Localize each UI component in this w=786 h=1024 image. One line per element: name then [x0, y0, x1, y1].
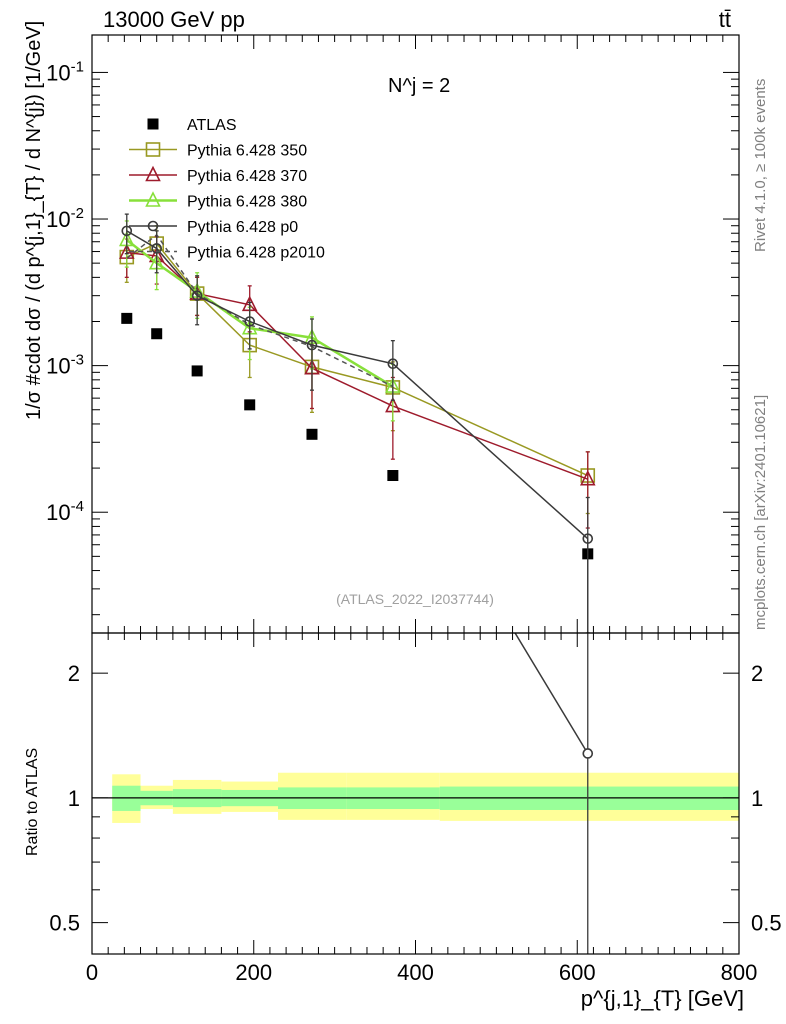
energy-label: 13000 GeV pp	[103, 7, 245, 32]
ratio-y-tick-label-left: 1	[68, 786, 80, 811]
series-atlas-point	[306, 428, 318, 440]
legend: ATLAS Pythia 6.428 350 Pythia 6.428 370 Pyt…	[129, 117, 325, 262]
series-atlas-point	[387, 470, 399, 482]
ratio-y-tick-label-right: 1	[751, 786, 763, 811]
series-pythia-6-428-380-line	[126, 238, 394, 388]
series-pythia-6-428-p0-point	[244, 316, 256, 327]
legend-label: ATLAS	[187, 117, 237, 134]
series-pythia-6-428-p0-point	[121, 225, 133, 237]
series-atlas-point	[191, 365, 203, 377]
ratio-p0-point	[582, 748, 594, 759]
x-tick-label: 200	[235, 960, 272, 985]
series-pythia-6-428-p0-point	[306, 339, 318, 351]
ratio-y-tick-label-right: 2	[751, 661, 763, 686]
legend-marker	[145, 165, 161, 182]
process-label: tt̄	[719, 7, 731, 32]
series-pythia-6-428-p0-point	[191, 290, 203, 301]
x-tick-label: 0	[86, 960, 98, 985]
series-pythia-6-428-370-point	[579, 469, 596, 486]
legend-label: Pythia 6.428 p2010	[187, 245, 325, 262]
ratio-y-axis-label: Ratio to ATLAS	[24, 748, 41, 856]
ratio-y-tick-label-left: 0.5	[49, 911, 80, 936]
legend-item: Pythia 6.428 350	[129, 142, 307, 160]
analysis-label: (ATLAS_2022_I2037744)	[336, 591, 494, 607]
main-y-tick-label: 10-4	[46, 498, 84, 525]
main-panel-axes: 10-1 10-2 10-3 10-4	[46, 34, 740, 634]
legend-item: Pythia 6.428 370	[129, 165, 307, 185]
x-tick-label: 800	[721, 960, 758, 985]
x-tick-label: 600	[559, 960, 596, 985]
legend-item: Pythia 6.428 p0	[129, 219, 298, 236]
main-y-tick-label: 10-1	[46, 58, 84, 85]
main-panel-content	[118, 213, 596, 633]
legend-item: Pythia 6.428 p2010	[129, 245, 325, 262]
series-atlas-point	[244, 399, 256, 411]
legend-marker	[145, 142, 161, 157]
legend-item: Pythia 6.428 380	[129, 191, 307, 211]
ratio-y-tick-label-left: 2	[68, 661, 80, 686]
series-atlas-point	[121, 312, 133, 324]
main-y-tick-label: 10-2	[46, 205, 84, 232]
legend-item: ATLAS	[147, 117, 237, 134]
series-pythia-6-428-350-line	[126, 242, 589, 477]
ratio-panel-axes: 0.5 0.5 1 1 2 2 0 200 400 600 800	[49, 632, 782, 985]
main-y-tick-label: 10-3	[46, 352, 84, 379]
mcplots-label: mcplots.cern.ch [arXiv:2401.10621]	[752, 395, 769, 630]
njet-annotation: N^j = 2	[388, 75, 450, 97]
ratio-p0-line	[514, 633, 589, 754]
legend-marker	[147, 220, 159, 232]
njet-label: N^j = 2	[388, 75, 450, 97]
legend-label: Pythia 6.428 380	[187, 194, 307, 211]
series-atlas-point	[151, 328, 163, 340]
legend-label: Pythia 6.428 350	[187, 143, 307, 160]
legend-label: Pythia 6.428 p0	[187, 219, 298, 236]
main-y-axis-label: 1/σ #cdot dσ / (d p^{j,1}_{T} / d N^{j})…	[23, 21, 45, 420]
rivet-version-label: Rivet 4.1.0, ≥ 100k events	[752, 79, 769, 252]
legend-marker	[147, 118, 159, 130]
series-pythia-6-428-p0-point	[387, 358, 399, 370]
x-axis-label: p^{j,1}_{T} [GeV]	[581, 986, 744, 1011]
ratio-panel-content	[92, 633, 739, 954]
x-tick-label: 400	[397, 960, 434, 985]
legend-label: Pythia 6.428 370	[187, 168, 307, 185]
legend-marker	[145, 191, 161, 207]
series-pythia-6-428-p0-point	[151, 243, 162, 254]
ratio-y-tick-label-right: 0.5	[751, 911, 782, 936]
